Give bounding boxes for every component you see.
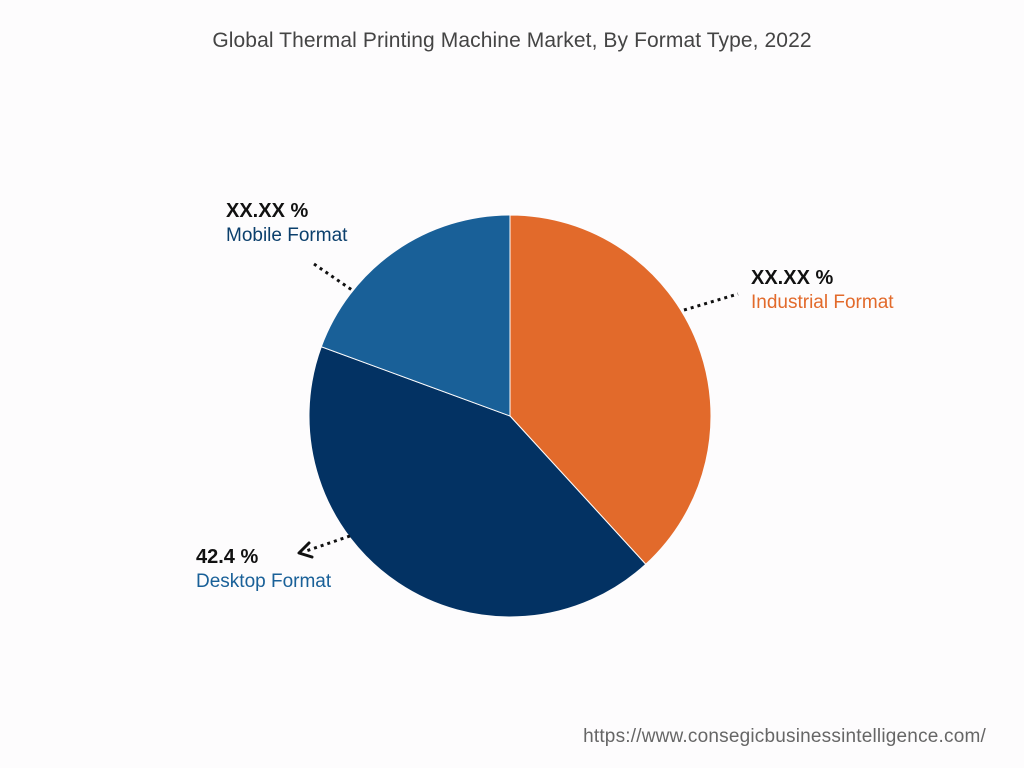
mobile-format-name: Mobile Format	[226, 225, 348, 246]
industrial-format-slice	[509, 214, 712, 565]
desktop-format-label: 42.4 % Desktop Format	[196, 545, 331, 594]
industrial-format-label: XX.XX % Industrial Format	[751, 266, 894, 315]
leader-lines	[297, 262, 739, 559]
desktop-leader-arrowhead	[297, 541, 314, 559]
industrial-format-value: XX.XX %	[751, 267, 834, 289]
pie-slices	[308, 214, 712, 618]
chart-title: Global Thermal Printing Machine Market, …	[212, 29, 812, 52]
desktop-format-value: 42.4 %	[196, 546, 259, 568]
mobile-leader-line	[313, 262, 353, 292]
desktop-format-slice	[308, 346, 647, 618]
source-url: https://www.consegicbusinessintelligence…	[583, 726, 986, 747]
mobile-format-label: XX.XX % Mobile Format	[226, 199, 347, 248]
desktop-format-name: Desktop Format	[196, 571, 332, 592]
industrial-format-name: Industrial Format	[751, 292, 894, 313]
mobile-format-slice	[320, 214, 511, 417]
mobile-format-value: XX.XX %	[226, 200, 309, 222]
industrial-leader-line	[683, 292, 739, 312]
desktop-leader-line	[305, 534, 351, 553]
